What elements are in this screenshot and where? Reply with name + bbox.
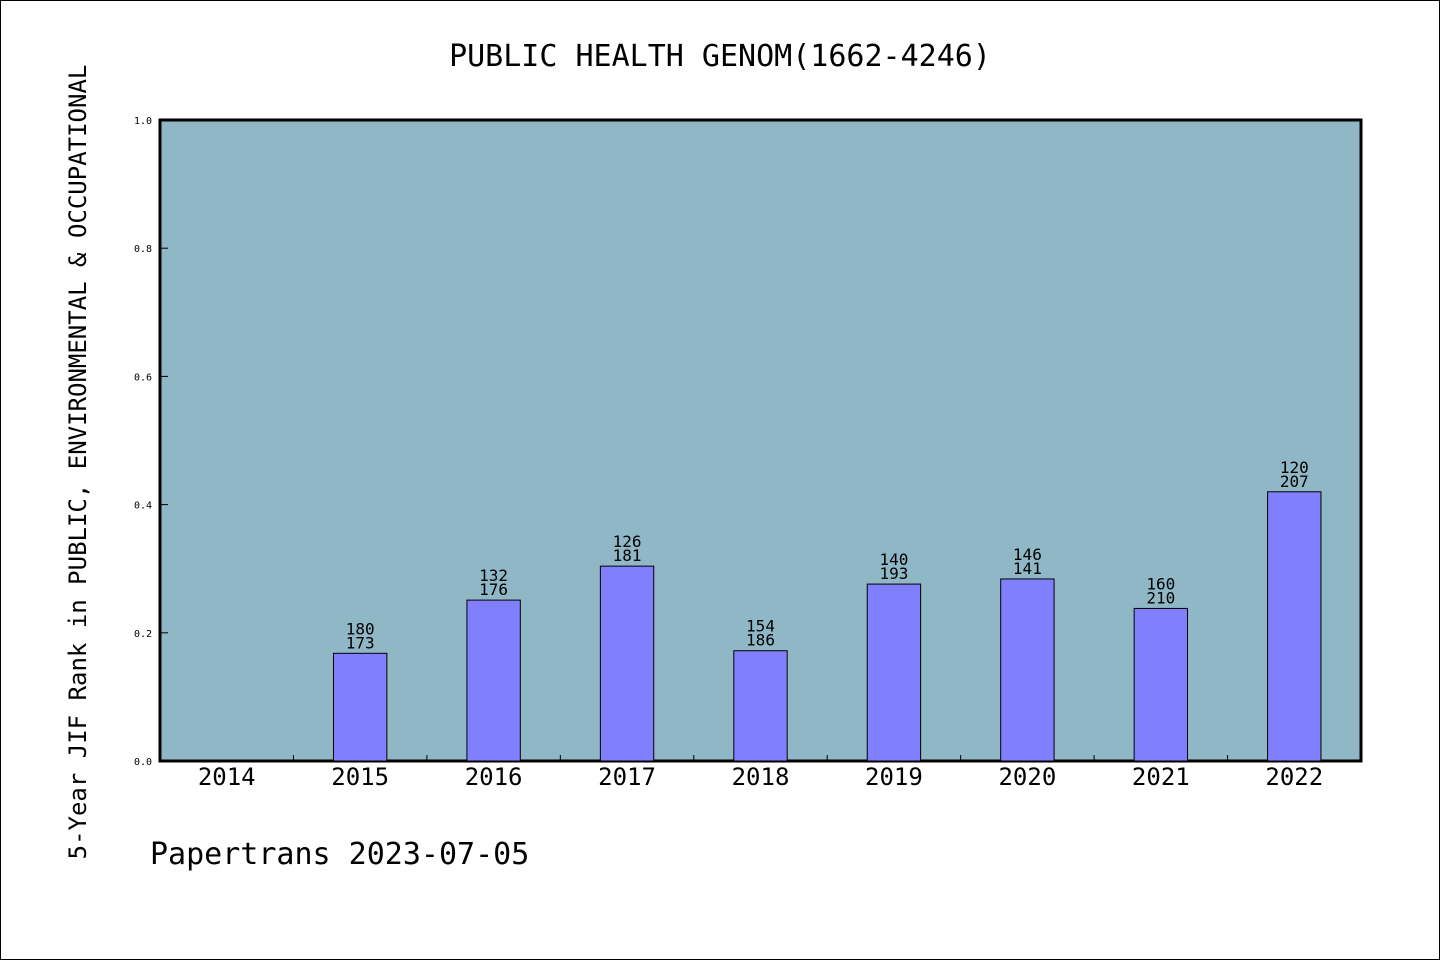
bar-2018	[733, 650, 788, 762]
x-tick-label: 2015	[331, 763, 389, 791]
bar-2015	[332, 652, 388, 762]
x-tick-label: 2020	[998, 763, 1056, 791]
bar-2022	[1267, 491, 1322, 762]
y-tick-label: 0.4	[134, 501, 152, 512]
y-tick-label: 0.8	[134, 244, 152, 255]
bar-2017	[599, 565, 655, 762]
data-label-top: 180	[346, 619, 375, 638]
y-tick-label: 1.0	[134, 116, 152, 127]
data-label-top: 154	[746, 617, 775, 636]
data-label-top: 126	[613, 532, 642, 551]
x-tick-label: 2016	[465, 763, 523, 791]
data-label-bottom: 141	[1013, 559, 1042, 578]
x-tick-label: 2022	[1265, 763, 1323, 791]
data-label-top: 160	[1146, 574, 1175, 593]
bar-2019	[866, 583, 922, 762]
data-label-top: 146	[1013, 545, 1042, 564]
x-tick-label: 2017	[598, 763, 656, 791]
data-label-top: 140	[879, 550, 908, 569]
x-tick-label: 2021	[1132, 763, 1190, 791]
data-label-bottom: 186	[746, 631, 775, 650]
data-labels: 1801731321761261811541861401931461411602…	[346, 458, 1309, 653]
data-label-bottom: 181	[613, 546, 642, 565]
data-label-bottom: 173	[346, 633, 375, 652]
y-tick-label: 0.6	[134, 372, 152, 383]
data-label-top: 132	[479, 566, 508, 585]
x-tick-label: 2019	[865, 763, 923, 791]
x-tick-label: 2014	[198, 763, 256, 791]
x-axis-ticks: 2014 2015 2016 2017 2018 2019 2020 2021 2022	[198, 755, 1323, 791]
y-tick-label: 0.2	[134, 629, 152, 640]
data-label-top: 120	[1280, 458, 1309, 477]
bar-2016	[466, 599, 521, 762]
bar-2021	[1133, 607, 1189, 762]
data-label-bottom: 193	[879, 564, 908, 583]
x-tick-label: 2018	[732, 763, 790, 791]
bar-series	[332, 491, 1322, 762]
chart-title: PUBLIC HEALTH GENOM(1662-4246)	[449, 39, 991, 74]
y-axis-label: 5-Year JIF Rank in PUBLIC, ENVIRONMENTAL…	[64, 65, 92, 860]
y-tick-label: 0.0	[134, 757, 152, 768]
data-label-bottom: 210	[1146, 588, 1175, 607]
footer-text: Papertrans 2023-07-05	[150, 837, 529, 872]
data-label-bottom: 176	[479, 580, 508, 599]
y-axis-ticks: 0.0 0.2 0.4 0.6 0.8 1.0	[134, 116, 168, 768]
data-label-bottom: 207	[1280, 472, 1309, 491]
bar-2020	[1000, 578, 1055, 762]
